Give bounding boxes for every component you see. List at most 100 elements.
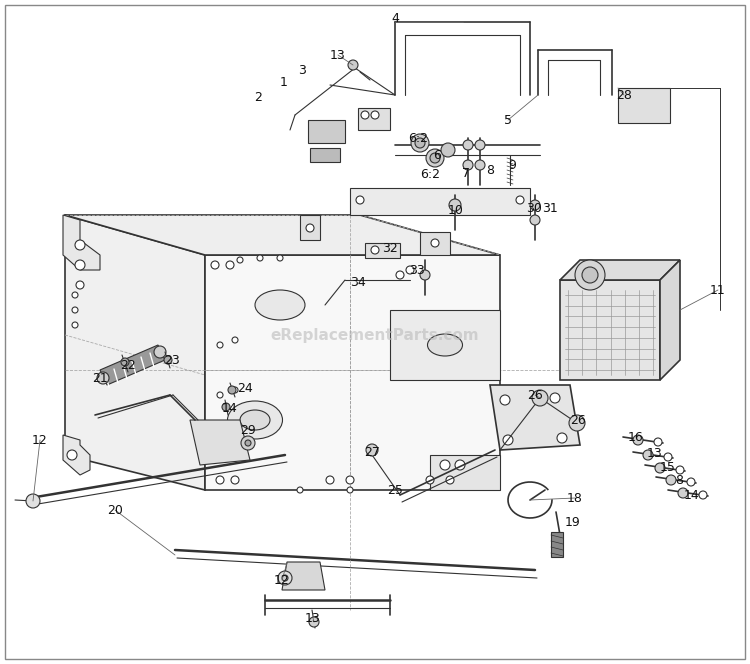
Circle shape	[222, 403, 230, 411]
Circle shape	[430, 153, 440, 163]
Polygon shape	[390, 310, 500, 380]
Text: 34: 34	[350, 276, 366, 288]
Circle shape	[633, 435, 643, 445]
Polygon shape	[420, 232, 450, 255]
Text: 20: 20	[107, 503, 123, 517]
Circle shape	[415, 138, 425, 148]
Circle shape	[431, 239, 439, 247]
Circle shape	[655, 463, 665, 473]
Circle shape	[121, 358, 129, 366]
Text: 23: 23	[164, 353, 180, 367]
Circle shape	[420, 270, 430, 280]
Circle shape	[356, 196, 364, 204]
Circle shape	[687, 478, 695, 486]
Text: 28: 28	[616, 88, 632, 102]
Circle shape	[654, 438, 662, 446]
Polygon shape	[660, 260, 680, 380]
Text: 33: 33	[410, 264, 424, 276]
Text: 32: 32	[382, 242, 398, 254]
Text: 1: 1	[280, 76, 288, 88]
Text: 13: 13	[647, 446, 663, 459]
Polygon shape	[205, 255, 500, 490]
Polygon shape	[63, 435, 90, 475]
Circle shape	[532, 390, 548, 406]
Text: 21: 21	[92, 371, 108, 384]
Circle shape	[361, 111, 369, 119]
Text: 6:2: 6:2	[420, 167, 440, 181]
Circle shape	[371, 246, 379, 254]
Circle shape	[348, 60, 358, 70]
Circle shape	[75, 240, 85, 250]
Circle shape	[297, 487, 303, 493]
Circle shape	[411, 134, 429, 152]
Polygon shape	[358, 108, 390, 130]
Polygon shape	[65, 215, 205, 490]
Circle shape	[441, 143, 455, 157]
Circle shape	[226, 261, 234, 269]
Polygon shape	[63, 215, 100, 270]
Circle shape	[26, 494, 40, 508]
Circle shape	[72, 292, 78, 298]
Circle shape	[575, 260, 605, 290]
Polygon shape	[282, 562, 325, 590]
Circle shape	[211, 261, 219, 269]
Text: 31: 31	[542, 201, 558, 214]
Text: 27: 27	[364, 446, 380, 459]
Text: 7: 7	[462, 167, 470, 179]
Circle shape	[569, 415, 585, 431]
Circle shape	[217, 392, 223, 398]
Circle shape	[664, 453, 672, 461]
Polygon shape	[430, 455, 500, 490]
Circle shape	[426, 476, 434, 484]
Circle shape	[326, 476, 334, 484]
Text: 30: 30	[526, 201, 542, 214]
Text: 11: 11	[710, 284, 726, 297]
Circle shape	[237, 257, 243, 263]
Circle shape	[582, 267, 598, 283]
Text: 4: 4	[391, 11, 399, 25]
Text: 2: 2	[254, 90, 262, 104]
Text: 6:2: 6:2	[408, 131, 428, 145]
Circle shape	[463, 140, 473, 150]
Text: 24: 24	[237, 382, 253, 394]
Polygon shape	[350, 188, 530, 215]
Circle shape	[440, 460, 450, 470]
Text: 5: 5	[504, 114, 512, 127]
Text: 29: 29	[240, 424, 256, 436]
Circle shape	[76, 281, 84, 289]
Circle shape	[232, 387, 238, 393]
Text: 8: 8	[675, 473, 683, 487]
Circle shape	[396, 271, 404, 279]
Circle shape	[72, 307, 78, 313]
Text: 9: 9	[508, 159, 516, 171]
Polygon shape	[490, 385, 580, 450]
Circle shape	[241, 436, 255, 450]
Circle shape	[676, 466, 684, 474]
Circle shape	[371, 111, 379, 119]
Text: 12: 12	[32, 434, 48, 446]
Text: 8: 8	[486, 163, 494, 177]
Text: 25: 25	[387, 483, 403, 497]
Polygon shape	[65, 215, 500, 255]
Text: 3: 3	[298, 64, 306, 76]
Text: 6: 6	[433, 149, 441, 161]
Circle shape	[278, 571, 292, 585]
Polygon shape	[560, 260, 680, 280]
Circle shape	[217, 342, 223, 348]
Text: 13: 13	[305, 612, 321, 625]
Circle shape	[475, 140, 485, 150]
Circle shape	[643, 450, 653, 460]
Text: 14: 14	[684, 489, 700, 501]
Text: 14: 14	[222, 402, 238, 414]
Text: 12: 12	[274, 574, 290, 586]
Bar	[551, 532, 563, 557]
Polygon shape	[100, 345, 165, 385]
Polygon shape	[308, 120, 345, 143]
Circle shape	[530, 200, 540, 210]
Bar	[618, 88, 670, 123]
Circle shape	[406, 266, 414, 274]
Circle shape	[277, 255, 283, 261]
Circle shape	[426, 149, 444, 167]
Circle shape	[666, 475, 676, 485]
Circle shape	[257, 255, 263, 261]
